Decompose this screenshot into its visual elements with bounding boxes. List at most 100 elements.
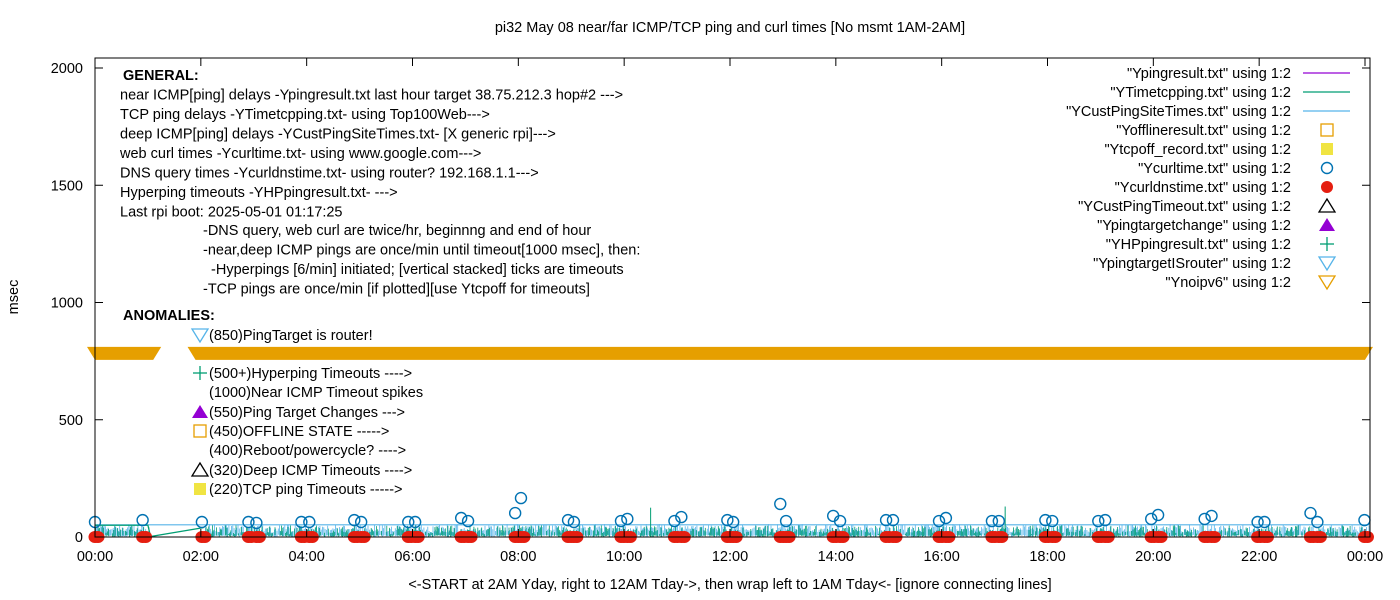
ycurltime-point [295, 515, 308, 529]
anomaly-symbol [190, 461, 210, 477]
y-tick-label: 2000 [51, 61, 83, 77]
x-tick-label: 20:00 [1135, 549, 1171, 565]
ycurltime-point [348, 513, 361, 527]
ycurltime-point [886, 513, 900, 527]
ycurltime-point [1198, 512, 1211, 526]
ycurltime-point [1251, 515, 1264, 529]
general-line: Last rpi boot: 2025-05-01 01:17:25 [120, 205, 343, 221]
plot-area: 0 500 1000 1500 2000 00:00 02:00 04:00 06:00 08:0… [51, 57, 1383, 565]
legend-marker [1321, 181, 1333, 193]
y-tick-label: 1500 [51, 178, 83, 194]
x-tick-label: 14:00 [818, 549, 854, 565]
y-tick-label: 1000 [51, 296, 83, 312]
x-tick-label: 02:00 [183, 549, 219, 565]
ycurltime-point [1258, 515, 1271, 529]
anomaly-text: (500+)Hyperping Timeouts ----> [209, 366, 412, 382]
ycurltime-point [1145, 512, 1158, 526]
ycurltime-point [675, 510, 688, 524]
ycurltime-point [721, 513, 734, 527]
ycurltime-point [1092, 514, 1105, 528]
ycurltime-point [614, 514, 628, 528]
note-line: -DNS query, web curl are twice/hr, begin… [203, 223, 591, 239]
ycurltime-point [514, 491, 528, 505]
anomaly-text: (1000)Near ICMP Timeout spikes [209, 385, 423, 401]
general-line: TCP ping delays -YTimetcpping.txt- using… [120, 107, 490, 123]
anomalies-heading: ANOMALIES: [123, 308, 215, 324]
anomaly-symbol [190, 328, 210, 344]
ycurltime-point [1358, 513, 1371, 527]
x-axis-label: <-START at 2AM Yday, right to 12AM Tday-… [408, 577, 1051, 593]
legend-label: "YCustPingSiteTimes.txt" using 1:2 [1066, 104, 1291, 120]
legend-label: "YTimetcpping.txt" using 1:2 [1110, 85, 1291, 101]
x-tick-label: 10:00 [606, 549, 642, 565]
ycurltime-point [1311, 515, 1324, 529]
general-line: Hyperping timeouts -YHPpingresult.txt- -… [120, 185, 398, 201]
anomaly-text: (220)TCP ping Timeouts -----> [209, 482, 403, 498]
anomaly-symbol [193, 424, 207, 438]
x-tick-label: 22:00 [1241, 549, 1277, 565]
ycurltime-point [833, 514, 847, 528]
anomaly-text: (550)Ping Target Changes ---> [209, 405, 405, 421]
x-tick-label: 18:00 [1029, 549, 1065, 565]
ycurltime-point [726, 515, 740, 529]
ycurltime-point [879, 513, 893, 527]
ycurltime-point [1304, 506, 1317, 520]
chart-title: pi32 May 08 near/far ICMP/TCP ping and c… [495, 20, 965, 36]
note-line: -near,deep ICMP pings are once/min until… [203, 243, 640, 259]
ycurltime-point [354, 515, 368, 529]
ycurltime-point [1151, 508, 1165, 522]
ynoipv6-marker-band [187, 346, 1374, 360]
legend-label: "YHPpingresult.txt" using 1:2 [1106, 237, 1291, 253]
legend-label: "Ycurldnstime.txt" using 1:2 [1115, 180, 1291, 196]
ycurltime-point [408, 515, 422, 529]
general-line: deep ICMP[ping] delays -YCustPingSiteTim… [120, 127, 556, 143]
ycurltime-point [1046, 514, 1059, 528]
anomaly-symbol [192, 405, 208, 418]
legend-marker [1320, 123, 1334, 137]
x-tick-label: 12:00 [712, 549, 748, 565]
y-axis-label: msec [6, 280, 22, 315]
ycurltime-point [195, 515, 209, 529]
y-tick-label: 0 [75, 530, 83, 546]
ycurltime-point [774, 497, 787, 511]
ycurltime-point [939, 511, 953, 525]
legend-label: "Ypingtargetchange" using 1:2 [1097, 218, 1291, 234]
x-tick-label: 08:00 [500, 549, 536, 565]
ycurltime-point [1098, 513, 1112, 527]
legend-label: "YpingtargetISrouter" using 1:2 [1093, 256, 1291, 272]
x-tick-label: 00:00 [77, 549, 113, 565]
note-line: -Hyperpings [6/min] initiated; [vertical… [203, 262, 624, 278]
ycurltime-point [250, 516, 263, 530]
series-connecting-line [95, 524, 204, 538]
ycurltime-point [567, 515, 581, 529]
general-line: web curl times -Ycurltime.txt- using www… [119, 146, 481, 162]
anomaly-text: (850)PingTarget is router! [209, 328, 373, 344]
legend-marker [1317, 275, 1337, 291]
x-tick-label: 04:00 [289, 549, 325, 565]
ycurltime-point [1039, 513, 1052, 527]
x-tick-label: 16:00 [924, 549, 960, 565]
legend-label: "Ytcpoff_record.txt" using 1:2 [1104, 142, 1291, 158]
note-line: -TCP pings are once/min [if plotted][use… [203, 282, 590, 298]
legend: "Ypingresult.txt" using 1:2 "YTimetcpping… [1066, 66, 1350, 291]
x-tick-label: 06:00 [394, 549, 430, 565]
anomaly-text: (320)Deep ICMP Timeouts ----> [209, 463, 412, 479]
ynoipv6-marker-band [87, 346, 162, 360]
ycurltime-point [136, 513, 149, 527]
legend-label: "Yofflineresult.txt" using 1:2 [1116, 123, 1291, 139]
ycurltime-point [508, 506, 522, 520]
general-line: DNS query times -Ycurldnstime.txt- using… [120, 166, 539, 182]
ycurltime-point [668, 514, 681, 528]
legend-label: "YCustPingTimeout.txt" using 1:2 [1078, 199, 1291, 215]
annotations: GENERAL: near ICMP[ping] delays -Ypingres… [119, 68, 640, 498]
anomaly-text: (400)Reboot/powercycle? ----> [209, 443, 406, 459]
anomaly-text: (450)OFFLINE STATE -----> [209, 424, 389, 440]
ycurltime-point [402, 515, 415, 529]
x-tick-label: 00:00 [1347, 549, 1383, 565]
ycurltime-point [561, 513, 575, 527]
ycurltime-point [621, 512, 634, 526]
legend-marker [1320, 161, 1334, 175]
legend-marker [1319, 218, 1335, 231]
legend-marker [1317, 197, 1337, 213]
